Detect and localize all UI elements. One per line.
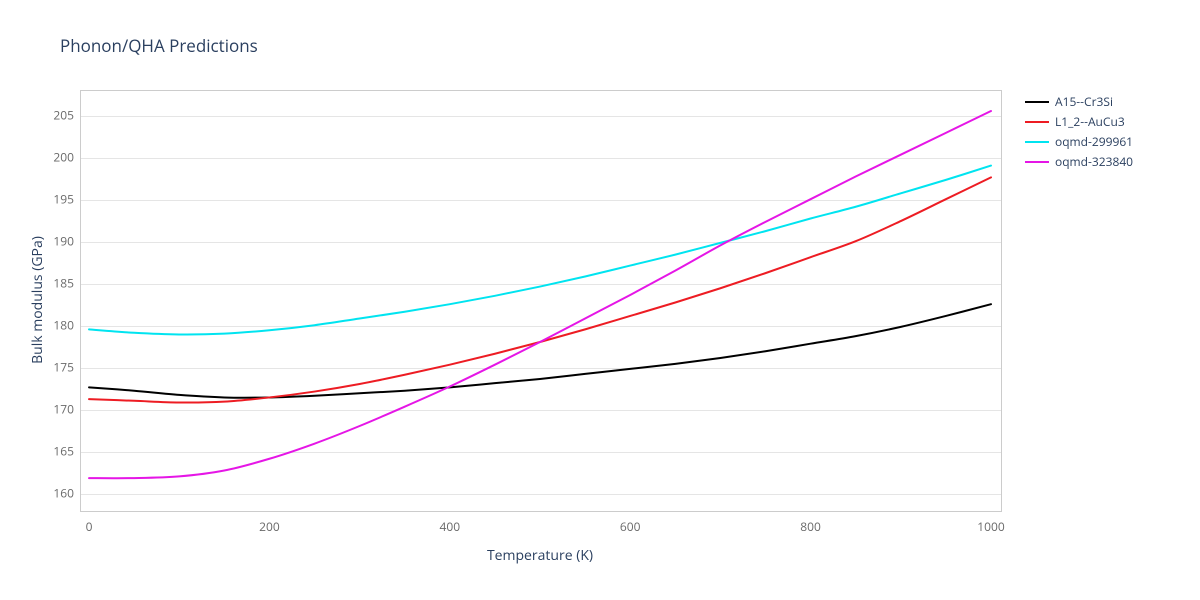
y-tick-label: 205 bbox=[46, 107, 74, 124]
legend-item[interactable]: oqmd-323840 bbox=[1025, 152, 1133, 172]
y-tick-label: 180 bbox=[46, 317, 74, 334]
legend-label: A15--Cr3Si bbox=[1055, 92, 1113, 112]
y-tick-label: 160 bbox=[46, 485, 74, 502]
series-canvas bbox=[80, 90, 1000, 510]
x-tick-label: 400 bbox=[440, 518, 461, 535]
y-tick-label: 175 bbox=[46, 359, 74, 376]
series-line[interactable] bbox=[89, 177, 991, 402]
series-line[interactable] bbox=[89, 166, 991, 335]
legend-swatch bbox=[1025, 101, 1049, 103]
legend-label: L1_2--AuCu3 bbox=[1055, 112, 1125, 132]
y-tick-label: 185 bbox=[46, 275, 74, 292]
series-line[interactable] bbox=[89, 304, 991, 398]
x-tick-label: 0 bbox=[86, 518, 93, 535]
y-tick-label: 195 bbox=[46, 191, 74, 208]
legend-swatch bbox=[1025, 121, 1049, 123]
legend: A15--Cr3SiL1_2--AuCu3oqmd-299961oqmd-323… bbox=[1025, 92, 1133, 172]
chart-container: Phonon/QHA Predictions 160 165 170 175 180 18… bbox=[0, 0, 1200, 600]
x-tick-label: 800 bbox=[800, 518, 821, 535]
y-tick-label: 165 bbox=[46, 443, 74, 460]
y-tick-label: 190 bbox=[46, 233, 74, 250]
y-tick-label: 170 bbox=[46, 401, 74, 418]
x-tick-label: 200 bbox=[259, 518, 280, 535]
y-tick-label: 200 bbox=[46, 149, 74, 166]
legend-item[interactable]: A15--Cr3Si bbox=[1025, 92, 1133, 112]
series-line[interactable] bbox=[89, 111, 991, 478]
legend-item[interactable]: L1_2--AuCu3 bbox=[1025, 112, 1133, 132]
legend-swatch bbox=[1025, 161, 1049, 163]
legend-item[interactable]: oqmd-299961 bbox=[1025, 132, 1133, 152]
x-tick-label: 600 bbox=[620, 518, 641, 535]
legend-swatch bbox=[1025, 141, 1049, 143]
x-axis-title: Temperature (K) bbox=[460, 546, 620, 565]
legend-label: oqmd-323840 bbox=[1055, 152, 1133, 172]
legend-label: oqmd-299961 bbox=[1055, 132, 1133, 152]
chart-title: Phonon/QHA Predictions bbox=[60, 34, 258, 57]
x-tick-label: 1000 bbox=[977, 518, 1004, 535]
y-axis-title: Bulk modulus (GPa) bbox=[28, 236, 47, 364]
